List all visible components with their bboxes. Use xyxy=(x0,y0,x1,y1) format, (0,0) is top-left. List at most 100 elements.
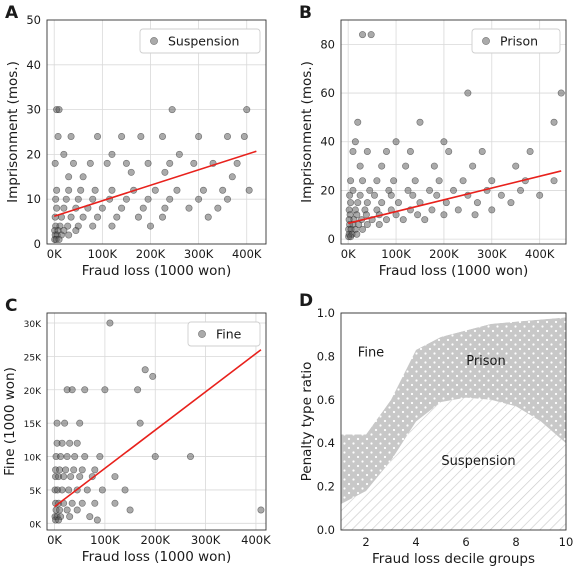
scatter-point xyxy=(55,236,63,244)
scatter-point xyxy=(371,191,379,199)
y-tick-label: 30 xyxy=(26,103,41,117)
scatter-point xyxy=(347,233,355,241)
scatter-point xyxy=(65,231,73,239)
scatter-point xyxy=(73,506,81,514)
x-tick-label: 2 xyxy=(362,535,369,549)
scatter-point xyxy=(113,213,121,221)
scatter-point xyxy=(101,386,109,394)
scatter-point xyxy=(414,211,422,219)
legend-label: Prison xyxy=(500,34,538,49)
panel-d: Fine Prison Suspension 2 4 6 8 10 0.0 0.2 0.4 0.6 0.… xyxy=(299,291,573,567)
scatter-point xyxy=(68,499,76,507)
panel-letter: A xyxy=(5,3,19,23)
scatter-point xyxy=(76,419,84,427)
x-tick-label: 300K xyxy=(191,533,221,547)
scatter-point xyxy=(94,213,102,221)
scatter-point xyxy=(111,499,119,507)
scatter-point xyxy=(526,147,534,155)
scatter-point xyxy=(89,195,97,203)
scatter-point xyxy=(406,147,414,155)
scatter-point xyxy=(186,453,194,461)
scatter-point xyxy=(98,204,106,212)
prison-label: Prison xyxy=(466,354,506,369)
scatter-point xyxy=(60,150,68,158)
scatter-point xyxy=(134,386,142,394)
scatter-point xyxy=(56,466,64,474)
scatter-point xyxy=(536,191,544,199)
scatter-point xyxy=(433,191,441,199)
y-tick-label: 80 xyxy=(320,37,335,51)
panel-a: 0K 100K 200K 300K 400K 0 10 20 30 40 50 Fraud loss … xyxy=(5,3,267,279)
scatter-point xyxy=(195,195,203,203)
scatter-point xyxy=(488,206,496,214)
scatter-point xyxy=(86,159,94,167)
scatter-point xyxy=(76,473,84,481)
x-tick-label: 0K xyxy=(47,533,62,547)
scatter-point xyxy=(392,138,400,146)
scatter-point xyxy=(404,186,412,194)
scatter-point xyxy=(488,177,496,185)
scatter-point xyxy=(81,386,89,394)
x-axis-label: Fraud loss decile groups xyxy=(372,551,535,567)
scatter-point xyxy=(497,191,505,199)
scatter-point xyxy=(362,211,370,219)
scatter-point xyxy=(445,147,453,155)
x-tick-label: 0K xyxy=(341,247,356,261)
scatter-point xyxy=(127,168,135,176)
scatter-point xyxy=(402,162,410,170)
scatter-point xyxy=(363,221,371,229)
scatter-point xyxy=(106,319,114,327)
scatter-point xyxy=(98,486,106,494)
scatter-point xyxy=(449,186,457,194)
scatter-point xyxy=(173,186,181,194)
scatter-point xyxy=(190,159,198,167)
scatter-point xyxy=(426,186,434,194)
scatter-point xyxy=(228,173,236,181)
y-tick-label: 0.4 xyxy=(317,436,335,450)
plot-frame xyxy=(46,19,267,245)
legend-marker xyxy=(482,37,490,45)
scatter-point xyxy=(243,106,251,114)
scatter-points xyxy=(51,319,265,524)
scatter-point xyxy=(55,106,63,114)
x-tick-label: 4 xyxy=(412,535,419,549)
plot-frame xyxy=(46,312,267,531)
y-axis-label: Fine (1000 won) xyxy=(2,367,18,476)
scatter-point xyxy=(363,147,371,155)
legend-marker xyxy=(198,330,206,338)
plot-frame xyxy=(340,19,567,245)
panel-letter: D xyxy=(299,291,313,311)
y-tick-label: 1.0 xyxy=(317,306,335,320)
scatter-point xyxy=(356,162,364,170)
scatter-point xyxy=(79,173,87,181)
scatter-point xyxy=(349,147,357,155)
x-tick-label: 400K xyxy=(241,533,271,547)
scatter-points xyxy=(345,31,565,241)
scatter-point xyxy=(166,159,174,167)
scatter-point xyxy=(73,439,81,447)
legend-label: Fine xyxy=(216,327,242,342)
scatter-point xyxy=(51,159,59,167)
scatter-point xyxy=(60,473,68,481)
scatter-point xyxy=(96,453,104,461)
scatter-point xyxy=(517,186,525,194)
scatter-point xyxy=(69,159,77,167)
scatter-point xyxy=(122,159,130,167)
x-tick-label: 8 xyxy=(512,535,519,549)
scatter-point xyxy=(146,222,154,230)
scatter-point xyxy=(204,213,212,221)
legend-label: Suspension xyxy=(168,34,239,49)
scatter-point xyxy=(353,230,361,238)
scatter-point xyxy=(195,132,203,140)
x-tick-label: 200K xyxy=(136,247,166,261)
y-tick-label: 20K xyxy=(24,387,42,397)
panel-letter: C xyxy=(5,296,17,316)
scatter-point xyxy=(68,386,76,394)
scatter-point xyxy=(53,186,61,194)
scatter-point xyxy=(159,132,167,140)
x-tick-label: 300K xyxy=(477,247,507,261)
scatter-point xyxy=(79,213,87,221)
x-tick-label: 100K xyxy=(88,247,118,261)
scatter-point xyxy=(354,118,362,126)
legend-box xyxy=(187,321,261,347)
